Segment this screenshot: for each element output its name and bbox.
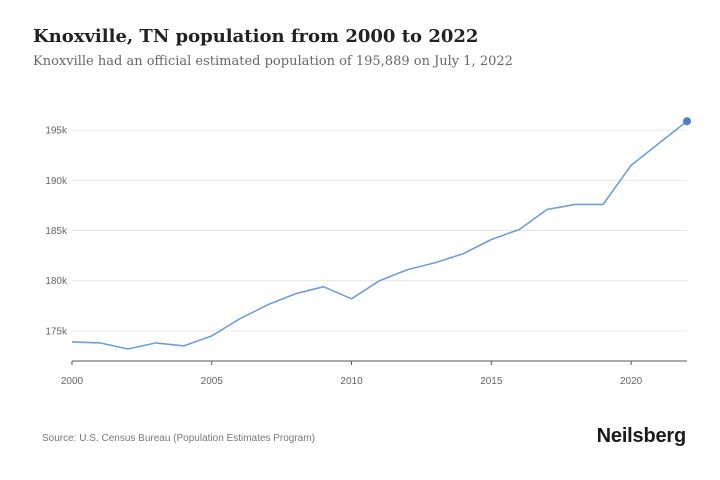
x-tick-label: 2010 <box>340 376 363 387</box>
source-note: Source: U.S. Census Bureau (Population E… <box>42 433 315 444</box>
x-tick-label: 2005 <box>201 376 224 387</box>
last-data-point <box>683 117 691 126</box>
population-line <box>71 120 688 350</box>
y-tick-label: 185k <box>45 226 68 237</box>
x-tick-label: 2000 <box>61 376 84 387</box>
x-tick-label: 2020 <box>620 376 643 387</box>
brand-logo: Neilsberg <box>596 425 687 447</box>
y-tick-label: 175k <box>45 326 68 337</box>
y-tick-label: 195k <box>45 126 68 137</box>
y-tick-label: 190k <box>45 176 68 187</box>
y-tick-label: 180k <box>45 276 68 287</box>
chart-subtitle: Knoxville had an official estimated popu… <box>33 54 513 69</box>
x-tick-label: 2015 <box>480 376 503 387</box>
chart-title: Knoxville, TN population from 2000 to 20… <box>33 26 479 47</box>
